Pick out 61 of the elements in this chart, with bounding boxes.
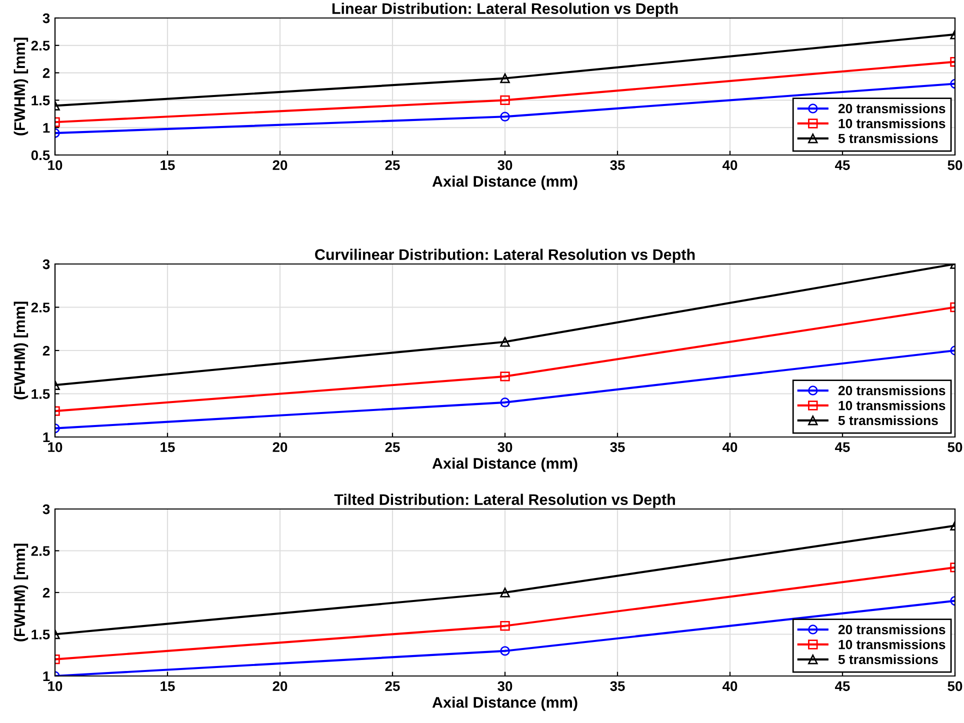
legend-label: 5 transmissions	[838, 133, 938, 144]
x-tick-label: 35	[610, 681, 625, 692]
x-tick-label: 20	[272, 442, 288, 452]
y-tick-label: 2.5	[31, 546, 50, 556]
x-tick-label: 10	[48, 160, 62, 170]
x-tick-label: 40	[722, 681, 738, 692]
x-tick-label: 35	[610, 160, 625, 170]
y-tick-label: 3	[42, 504, 50, 514]
x-axis-title: Axial Distance (mm)	[432, 696, 578, 711]
y-tick-label: 2	[42, 588, 50, 598]
legend-label: 10 transmissions	[838, 640, 946, 650]
x-tick-label: 15	[160, 160, 175, 170]
x-axis-title: Axial Distance (mm)	[432, 176, 578, 190]
y-axis-title: (FWHM) [mm]	[14, 302, 28, 400]
x-tick-label: 25	[385, 160, 400, 170]
x-tick-label: 50	[948, 160, 962, 170]
y-tick-label: 2	[42, 346, 50, 356]
x-tick-label: 15	[160, 681, 175, 692]
y-tick-label: 3	[42, 259, 50, 270]
x-tick-label: 45	[834, 681, 850, 692]
x-tick-label: 25	[385, 681, 400, 692]
y-tick-label: 0.5	[31, 150, 50, 160]
y-tick-label: 1	[43, 123, 50, 133]
legend-label: 20 transmissions	[838, 624, 946, 634]
x-tick-label: 10	[48, 681, 62, 692]
x-tick-label: 35	[610, 442, 625, 452]
legend-label: 10 transmissions	[838, 118, 946, 128]
y-tick-label: 2.5	[31, 302, 50, 312]
x-tick-label: 30	[498, 681, 512, 692]
legend-label: 20 transmissions	[838, 386, 946, 396]
x-tick-label: 45	[834, 442, 850, 452]
chart-title: Linear Distribution: Lateral Resolution vs Depth	[332, 2, 678, 18]
legend-label: 5 transmissions	[838, 415, 938, 426]
x-tick-label: 20	[272, 681, 288, 692]
y-tick-label: 2.5	[31, 40, 50, 51]
y-tick-label: 1.5	[32, 389, 50, 399]
y-tick-label: 2	[42, 68, 50, 78]
y-tick-label: 1.5	[32, 96, 50, 106]
x-tick-label: 15	[160, 442, 175, 452]
y-tick-label: 3	[42, 13, 50, 24]
x-tick-label: 30	[498, 160, 512, 170]
x-tick-label: 10	[48, 442, 62, 452]
x-tick-label: 25	[385, 442, 400, 452]
x-tick-label: 50	[948, 442, 962, 452]
x-tick-label: 40	[722, 160, 738, 170]
legend-label: 10 transmissions	[838, 400, 946, 410]
y-axis-title: (FWHM) [mm]	[14, 38, 28, 136]
y-axis-title: (FWHM) [mm]	[14, 544, 28, 642]
legend-label: 20 transmissions	[838, 104, 946, 114]
x-tick-label: 30	[498, 442, 512, 452]
chart-title: Curvilinear Distribution: Lateral Resolution vs Depth	[315, 248, 695, 264]
y-tick-label: 1	[43, 432, 50, 442]
x-tick-label: 45	[834, 160, 850, 170]
x-axis-title: Axial Distance (mm)	[432, 458, 578, 472]
x-tick-label: 50	[948, 681, 962, 692]
y-tick-label: 1.5	[32, 630, 50, 640]
chart-title: Tilted Distribution: Lateral Resolution vs Depth	[334, 494, 675, 508]
y-tick-label: 1	[43, 671, 50, 682]
x-tick-label: 20	[272, 160, 288, 170]
x-tick-label: 40	[722, 442, 738, 452]
legend-label: 5 transmissions	[838, 654, 938, 664]
